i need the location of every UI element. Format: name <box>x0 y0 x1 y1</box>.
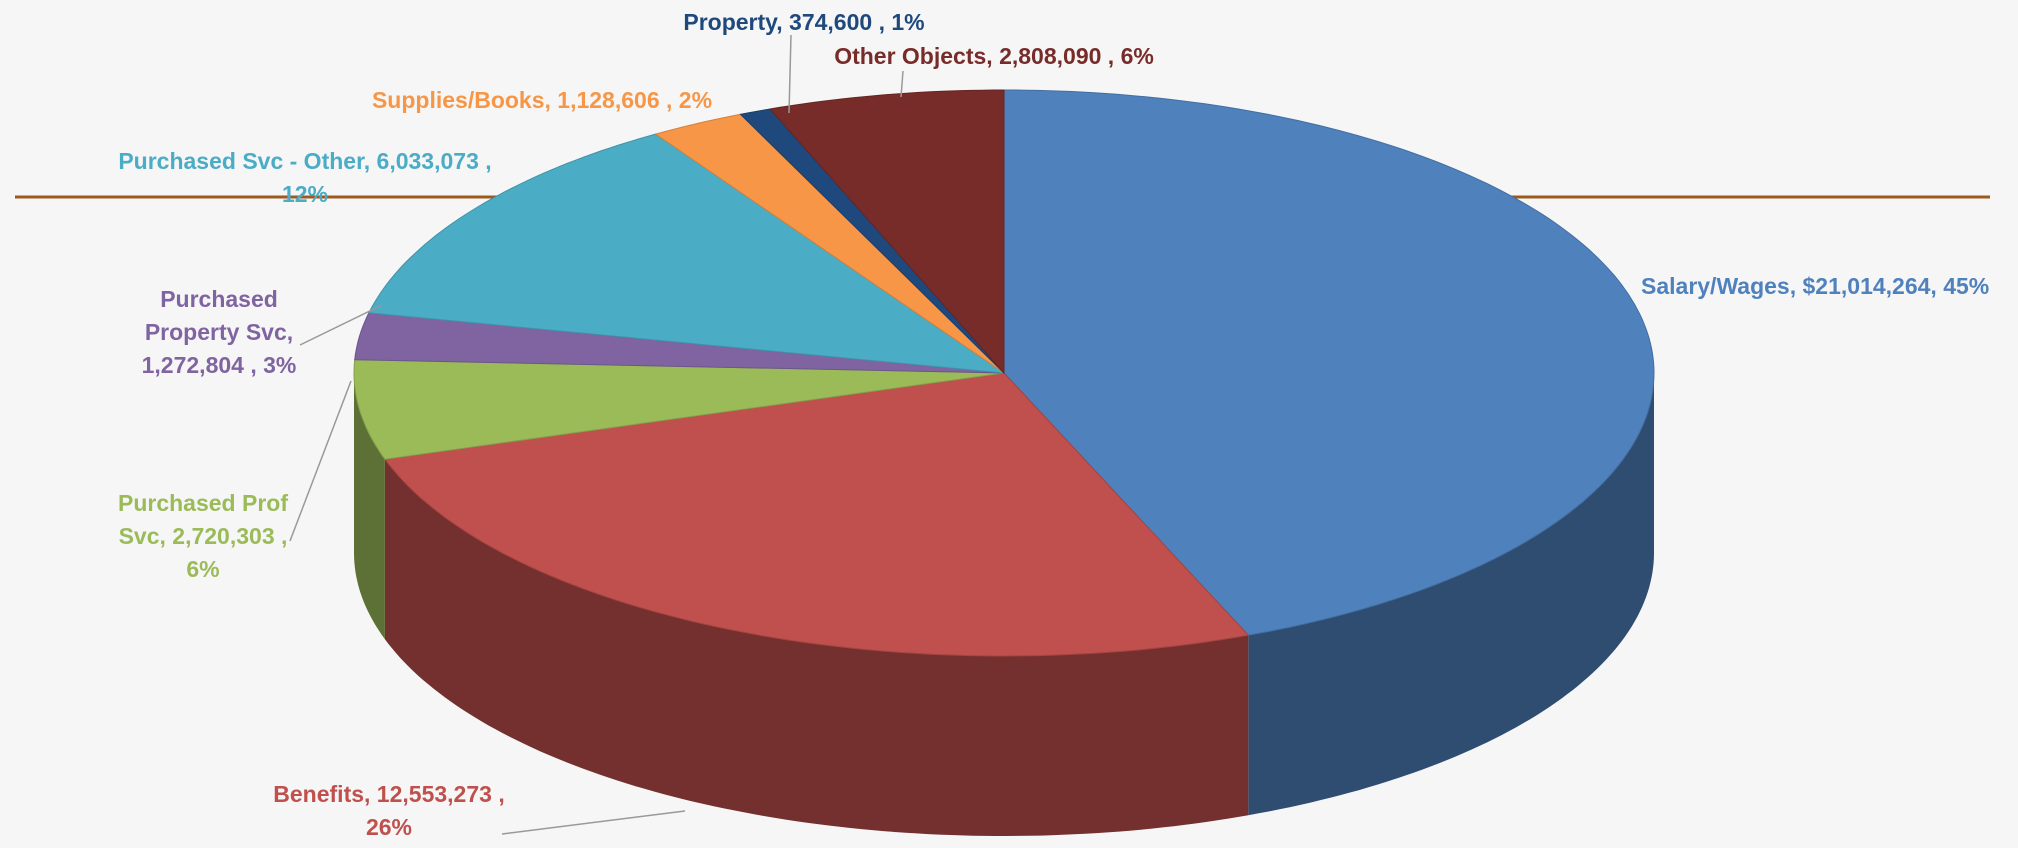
label-value: , 2,808,090 , 6% <box>986 43 1154 69</box>
slice <box>353 359 1005 460</box>
data-label: Salary/Wages, $21,014,264, 45% <box>1641 270 2018 303</box>
label-name: Other Objects <box>834 43 987 69</box>
label-value: , 12,553,273 , 26% <box>364 781 505 840</box>
slice-side <box>354 373 385 640</box>
label-value: , 2,720,303 , 6% <box>159 523 288 582</box>
label-name: Purchased Property Svc <box>144 286 287 345</box>
data-label: Purchased Prof Svc, 2,720,303 , 6% <box>103 487 303 586</box>
label-value: , $21,014,264, 45% <box>1789 273 1990 299</box>
data-label: Purchased Svc - Other, 6,033,073 , 12% <box>95 145 515 211</box>
label-name: Property <box>683 9 777 35</box>
slice <box>383 372 1250 657</box>
slice <box>368 133 1006 374</box>
label-value: , 1,272,804 , 3% <box>141 319 297 378</box>
label-value: , 6,033,073 , 12% <box>281 148 492 207</box>
slice-side <box>1248 373 1654 816</box>
leader-line <box>289 380 352 542</box>
pie <box>353 89 1655 836</box>
label-name: Purchased Svc - Other <box>118 148 364 174</box>
leader-lines <box>289 34 904 835</box>
data-label: Benefits, 12,553,273 , 26% <box>269 778 509 844</box>
slice <box>654 113 1005 374</box>
label-name: Salary/Wages <box>1641 273 1790 299</box>
slice-side <box>384 459 1249 836</box>
slice <box>1003 89 1655 636</box>
leader-line <box>900 70 904 98</box>
slice <box>769 89 1005 375</box>
label-name: Supplies/Books <box>371 87 545 113</box>
leader-line <box>788 34 792 114</box>
leader-line <box>299 304 383 346</box>
data-label: Supplies/Books, 1,128,606 , 2% <box>342 84 742 117</box>
data-label: Purchased Property Svc, 1,272,804 , 3% <box>134 283 304 382</box>
label-value: , 374,600 , 1% <box>776 9 925 35</box>
label-name: Benefits <box>273 781 365 807</box>
label-name: Purchased Prof Svc <box>118 490 288 549</box>
label-value: , 1,128,606 , 2% <box>544 87 713 113</box>
data-label: Other Objects, 2,808,090 , 6% <box>794 40 1194 73</box>
leader-line <box>501 810 686 835</box>
data-label: Property, 374,600 , 1% <box>604 6 1004 39</box>
